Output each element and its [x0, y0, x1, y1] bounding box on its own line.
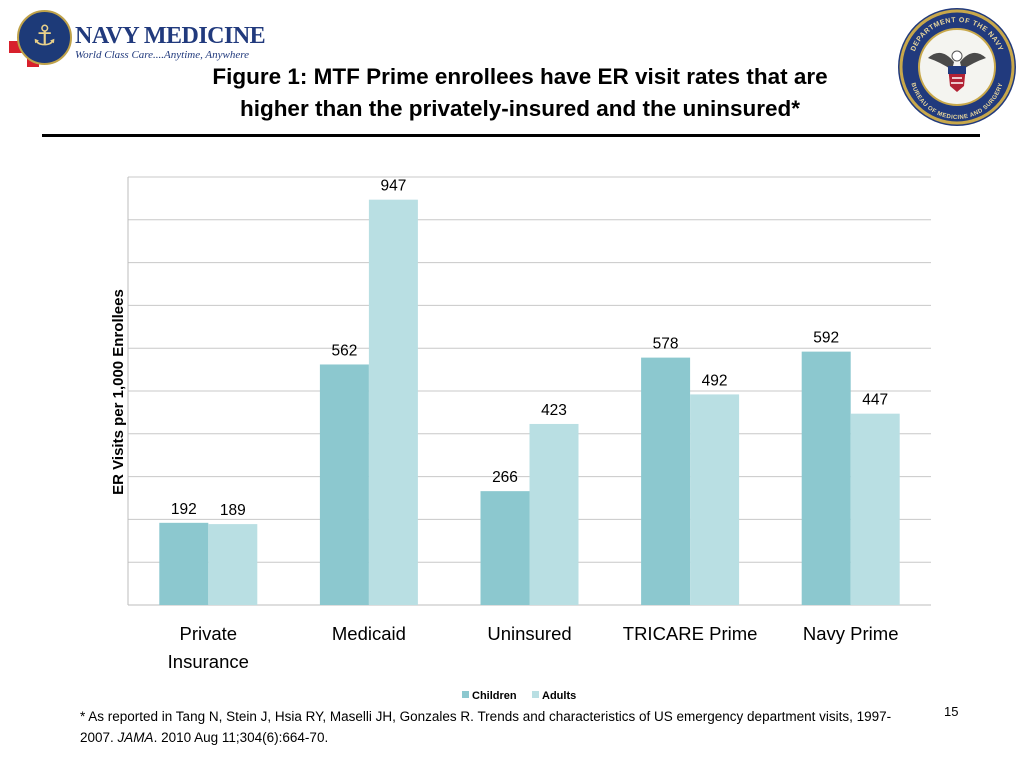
page-number: 15	[944, 704, 959, 719]
footnote-text: * As reported in Tang N, Stein J, Hsia R…	[80, 709, 892, 745]
chart-data-labels: 192 189 562 947 266 423 578 492 592 447	[171, 178, 888, 519]
data-label-adults: 447	[862, 392, 888, 409]
bar-children	[480, 491, 530, 605]
title-line-1: Figure 1: MTF Prime enrollees have ER vi…	[212, 64, 828, 89]
bar-children	[801, 351, 851, 605]
chart-bars	[159, 199, 900, 605]
data-label-adults: 492	[702, 372, 728, 389]
category-label: Private	[180, 623, 238, 644]
data-label-children: 192	[171, 501, 197, 518]
data-label-adults: 947	[380, 178, 406, 195]
data-label-adults: 189	[220, 502, 246, 519]
bumed-seal: DEPARTMENT OF THE NAVY BUREAU OF MEDICIN…	[898, 8, 1016, 126]
legend-label-children: Children	[472, 690, 517, 702]
logo-name: NAVY MEDICINE	[75, 23, 266, 49]
title-line-2: higher than the privately-insured and th…	[239, 96, 801, 121]
footnote-journal: JAMA	[117, 730, 154, 745]
anchor-emblem: ⚓	[17, 10, 72, 65]
title-divider	[42, 134, 980, 137]
category-label: Uninsured	[487, 623, 571, 644]
legend-swatch-children	[462, 691, 469, 698]
data-label-children: 266	[492, 469, 518, 486]
logo-tagline: World Class Care....Anytime, Anywhere	[75, 49, 249, 61]
chart-category-labels: Private Insurance Medicaid Uninsured TRICARE…	[168, 623, 899, 672]
bar-adults	[368, 199, 418, 605]
data-label-children: 592	[813, 330, 839, 347]
bar-adults	[208, 524, 258, 605]
chart-legend: Children Adults	[462, 690, 576, 702]
legend-label-adults: Adults	[542, 690, 576, 702]
category-label: Insurance	[168, 651, 249, 672]
anchor-icon: ⚓	[31, 19, 58, 52]
legend-swatch-adults	[532, 691, 539, 698]
bar-children	[319, 364, 369, 605]
eagle-icon	[928, 50, 986, 92]
citation-footnote: * As reported in Tang N, Stein J, Hsia R…	[80, 706, 920, 748]
page-title: Figure 1: MTF Prime enrollees have ER vi…	[150, 61, 890, 125]
footnote-details: . 2010 Aug 11;304(6):664-70.	[153, 730, 329, 745]
category-label: Medicaid	[332, 623, 406, 644]
bar-adults	[850, 413, 900, 605]
y-axis-title: ER Visits per 1,000 Enrollees	[110, 289, 127, 495]
bar-children	[641, 357, 691, 605]
data-label-adults: 423	[541, 402, 567, 419]
bar-children	[159, 522, 209, 605]
data-label-children: 562	[331, 342, 357, 359]
navy-medicine-logo: ⚓ NAVY MEDICINE World Class Care....Anyt…	[5, 7, 266, 77]
category-label: TRICARE Prime	[623, 623, 758, 644]
bar-adults	[690, 394, 740, 605]
bar-adults	[529, 423, 579, 605]
data-label-children: 578	[653, 336, 679, 353]
category-label: Navy Prime	[803, 623, 899, 644]
